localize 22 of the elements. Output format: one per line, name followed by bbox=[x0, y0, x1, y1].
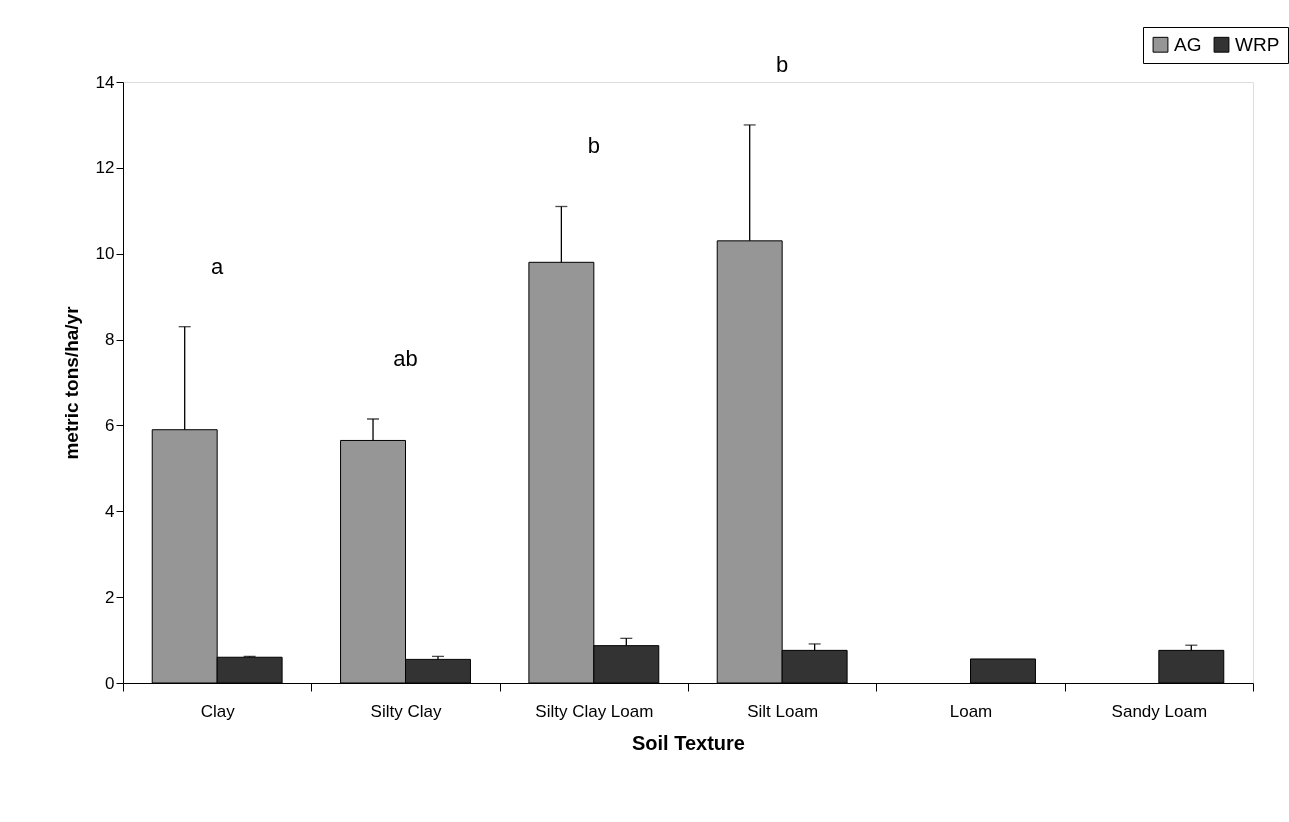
x-tick-label: Silty Clay Loam bbox=[535, 701, 654, 721]
y-tick-label: 2 bbox=[105, 587, 115, 607]
y-tick-label: 10 bbox=[95, 244, 115, 264]
annotation: a bbox=[211, 253, 225, 279]
y-tick-label: 14 bbox=[95, 72, 115, 92]
text: b bbox=[776, 51, 789, 77]
annotation: ab bbox=[393, 345, 418, 371]
y-tick-label: 4 bbox=[105, 501, 115, 521]
legend-label: AG bbox=[1174, 33, 1202, 55]
x-tick-label: Clay bbox=[200, 701, 236, 721]
y-tick-label: 12 bbox=[95, 158, 115, 178]
y-axis-title: metric tons/ha/yr bbox=[60, 305, 82, 460]
annotation: b bbox=[587, 133, 600, 159]
x-axis-title: Soil Texture bbox=[632, 731, 745, 754]
x-tick-label: Silt Loam bbox=[747, 701, 819, 721]
legend-label: WRP bbox=[1235, 33, 1280, 55]
y-tick-label: 8 bbox=[105, 330, 115, 350]
y-tick-label: 6 bbox=[105, 415, 115, 435]
y-tick-label: 0 bbox=[105, 673, 115, 693]
x-tick-label: Loam bbox=[949, 701, 993, 721]
x-tick-label: Silty Clay bbox=[370, 701, 442, 721]
x-tick-label: Sandy Loam bbox=[1111, 701, 1208, 721]
